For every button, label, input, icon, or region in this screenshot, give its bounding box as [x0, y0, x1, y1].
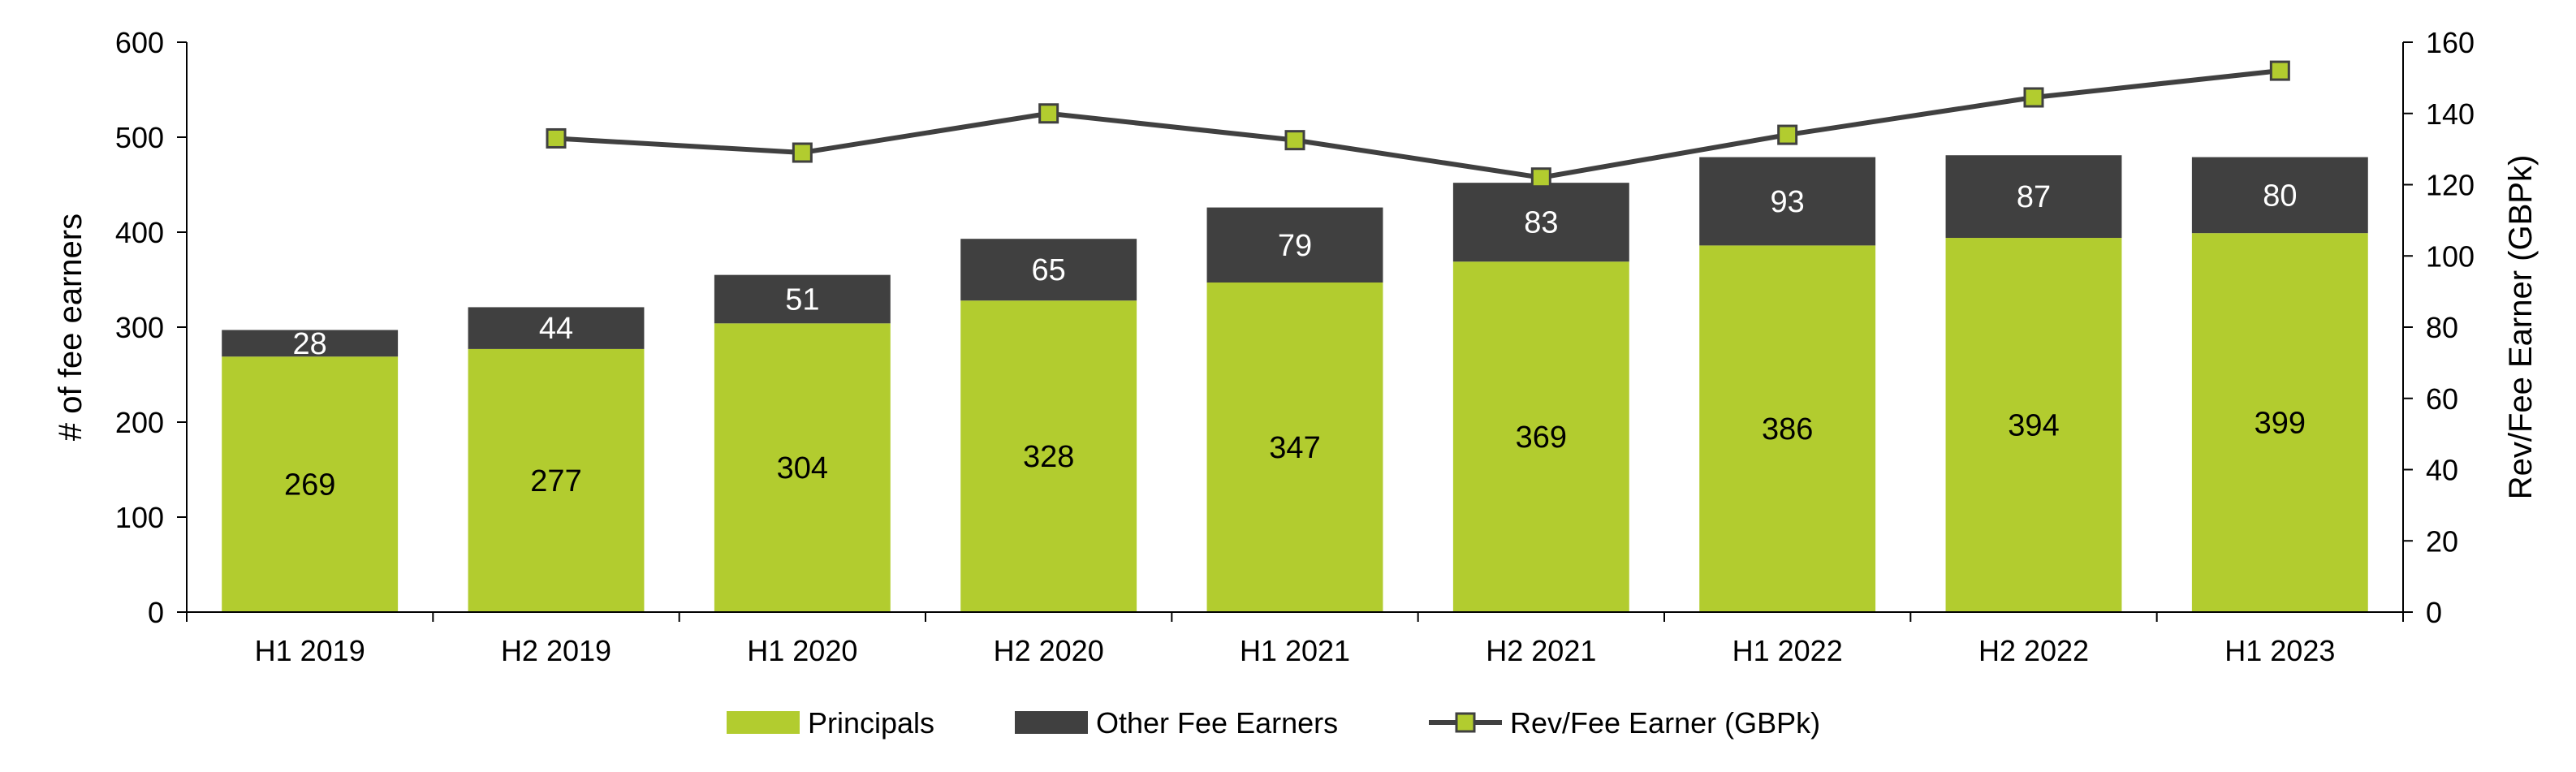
bar-value-label: 304 [777, 451, 828, 485]
left-tick-label: 300 [115, 311, 164, 344]
legend-label: Other Fee Earners [1096, 706, 1338, 740]
legend-swatch [727, 711, 800, 734]
labels-layer: 269 28 277 44 304 51 328 65 347 79 369 83 386 93 394 87… [284, 179, 2306, 502]
right-tick-label: 0 [2426, 596, 2442, 629]
bar-value-label: 80 [2263, 179, 2297, 213]
left-tick-label: 0 [148, 596, 164, 629]
x-tick-label: H2 2020 [994, 634, 1104, 667]
bar-principals [1945, 238, 2122, 612]
bar-value-label: 44 [539, 312, 573, 346]
bar-other-fee-earners [714, 274, 891, 324]
bar-value-label: 79 [1278, 229, 1312, 263]
line-marker [2269, 60, 2290, 81]
bar-value-label: 347 [1269, 431, 1320, 465]
bar-other-fee-earners [468, 307, 645, 349]
bar-value-label: 87 [2017, 180, 2051, 214]
bar-value-label: 399 [2255, 407, 2306, 441]
bar-principals [1452, 261, 1629, 612]
right-tick-label: 140 [2426, 97, 2475, 131]
legend-label: Principals [808, 706, 934, 740]
bar-principals [2191, 233, 2368, 612]
line-marker [2023, 87, 2044, 108]
right-tick-label: 120 [2426, 169, 2475, 202]
x-tick-label: H2 2022 [1978, 634, 2089, 667]
bar-other-fee-earners [2191, 157, 2368, 234]
right-tick-label: 40 [2426, 454, 2458, 487]
right-tick-label: 80 [2426, 311, 2458, 344]
bar-value-label: 369 [1516, 421, 1567, 455]
line-marker [1284, 130, 1305, 151]
bar-value-label: 328 [1023, 440, 1074, 474]
bar-value-label: 28 [293, 327, 327, 361]
legend-swatch [1015, 711, 1088, 734]
legend-label: Rev/Fee Earner (GBPk) [1510, 706, 1820, 740]
left-tick-label: 100 [115, 501, 164, 534]
bar-other-fee-earners [222, 330, 399, 357]
left-tick-label: 600 [115, 26, 164, 59]
bar-value-label: 65 [1032, 253, 1066, 287]
x-tick-label: H2 2019 [501, 634, 611, 667]
legend: Principals Other Fee Earners Rev/Fee Earne… [727, 706, 1820, 740]
right-tick-label: 100 [2426, 239, 2475, 273]
x-tick-label: H1 2023 [2224, 634, 2335, 667]
x-tick-label: H1 2019 [255, 634, 365, 667]
line-marker [1777, 124, 1798, 145]
left-tick-label: 200 [115, 406, 164, 439]
line-marker [1038, 103, 1059, 124]
line-marker [546, 127, 567, 149]
bar-value-label: 51 [785, 282, 819, 317]
right-tick-label: 60 [2426, 382, 2458, 416]
right-tick-label: 160 [2426, 26, 2475, 59]
legend-other-fee-earners: Other Fee Earners [1015, 706, 1338, 740]
legend-principals: Principals [727, 706, 934, 740]
bar-other-fee-earners [1945, 155, 2122, 239]
bar-principals [468, 348, 645, 612]
x-tick-label: H2 2021 [1486, 634, 1596, 667]
bar-other-fee-earners [960, 239, 1137, 301]
bar-value-label: 386 [1762, 412, 1813, 446]
bar-principals [1699, 245, 1876, 612]
bar-value-label: 93 [1771, 185, 1805, 219]
bar-value-label: 277 [530, 464, 581, 498]
line-layer [546, 60, 2290, 188]
left-tick-label: 500 [115, 121, 164, 154]
rev-per-fee-earner-line [555, 68, 2280, 180]
bar-other-fee-earners [1699, 157, 1876, 246]
line-marker [792, 142, 813, 163]
bar-other-fee-earners [1206, 207, 1383, 283]
bar-principals [960, 300, 1137, 612]
legend-rev-per-fee-earner: Rev/Fee Earner (GBPk) [1429, 706, 1820, 740]
x-tick-label: H1 2020 [747, 634, 857, 667]
bar-value-label: 269 [284, 468, 335, 502]
bar-value-label: 394 [2008, 409, 2059, 443]
line-marker [1530, 167, 1551, 188]
x-tick-label: H1 2022 [1732, 634, 1843, 667]
bar-value-label: 83 [1524, 206, 1558, 240]
left-tick-label: 400 [115, 216, 164, 249]
bar-principals [1206, 282, 1383, 612]
right-tick-label: 20 [2426, 524, 2458, 558]
bar-other-fee-earners [1452, 183, 1629, 262]
bar-principals [222, 356, 399, 612]
bar-principals [714, 323, 891, 612]
x-tick-label: H1 2021 [1240, 634, 1350, 667]
legend-marker [1455, 712, 1476, 733]
bars-layer [222, 155, 2368, 612]
y2-axis-title: Rev/Fee Earner (GBPk) [2503, 155, 2539, 500]
axes-layer: 0 100 200 300 400 500 600 0 20 40 60 80 100 120 140 160… [53, 26, 2539, 667]
y-axis-title: # of fee earners [53, 213, 88, 441]
